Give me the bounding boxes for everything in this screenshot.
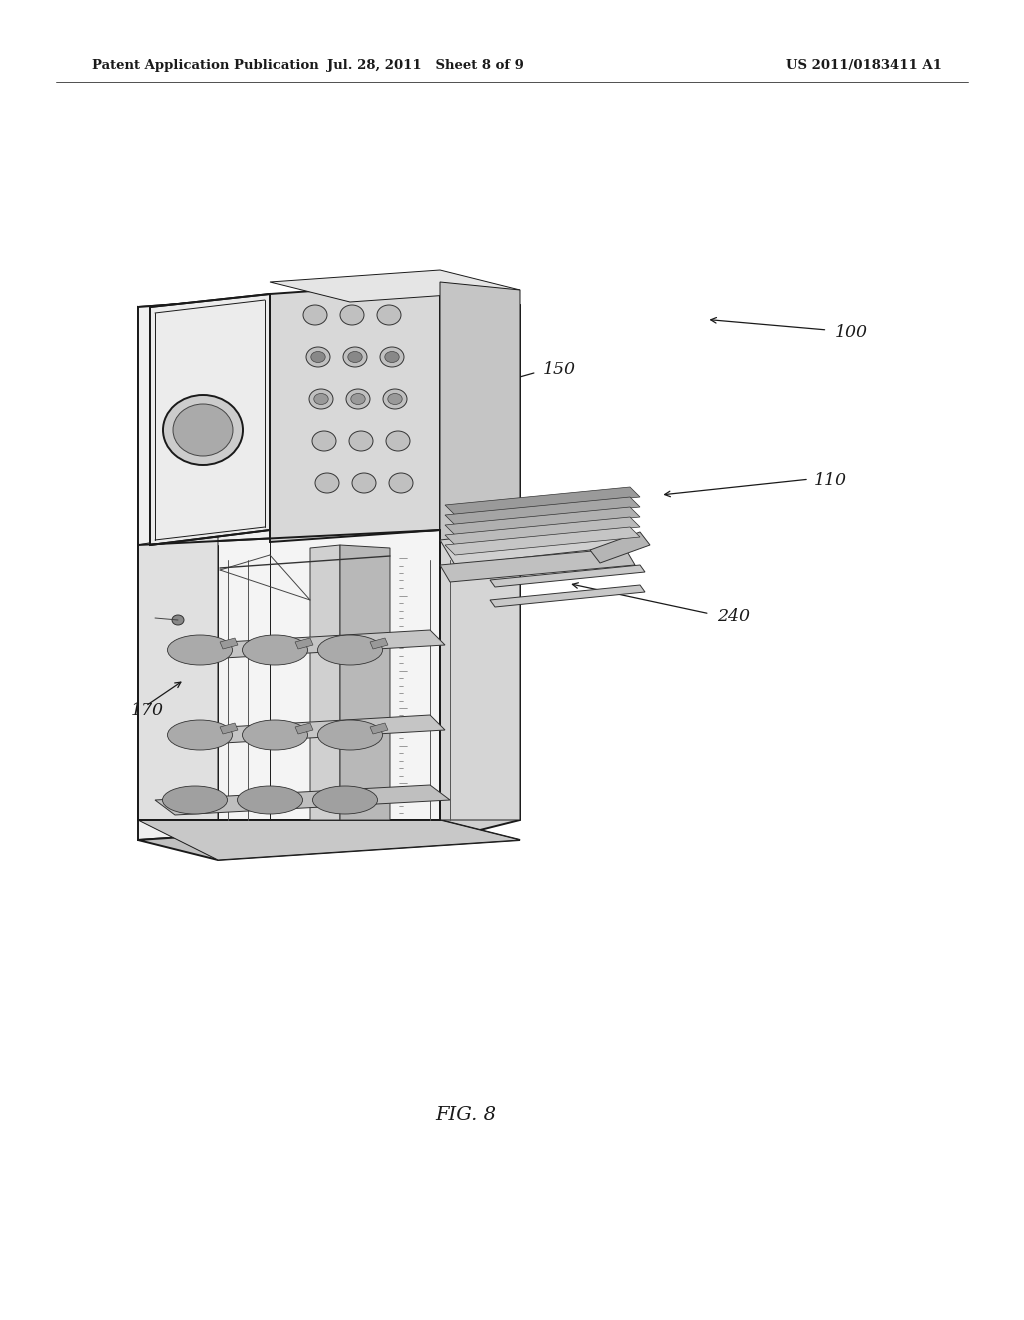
Polygon shape: [295, 638, 313, 649]
Ellipse shape: [312, 785, 378, 814]
Ellipse shape: [383, 389, 407, 409]
Ellipse shape: [317, 635, 383, 665]
Polygon shape: [138, 531, 440, 820]
Polygon shape: [445, 517, 640, 545]
Ellipse shape: [168, 719, 232, 750]
Ellipse shape: [343, 347, 367, 367]
Ellipse shape: [243, 635, 307, 665]
Polygon shape: [370, 723, 388, 734]
Ellipse shape: [313, 393, 329, 404]
Polygon shape: [340, 545, 390, 820]
Text: 240: 240: [717, 609, 750, 624]
Ellipse shape: [243, 719, 307, 750]
Text: US 2011/0183411 A1: US 2011/0183411 A1: [786, 59, 942, 73]
Text: 170: 170: [131, 702, 164, 718]
Ellipse shape: [388, 393, 402, 404]
Polygon shape: [138, 285, 520, 327]
Ellipse shape: [346, 389, 370, 409]
Text: 100: 100: [835, 325, 867, 341]
Ellipse shape: [163, 395, 243, 465]
Polygon shape: [490, 565, 645, 587]
Polygon shape: [138, 820, 520, 861]
Polygon shape: [440, 285, 520, 840]
Polygon shape: [440, 548, 635, 582]
Ellipse shape: [312, 432, 336, 451]
Ellipse shape: [340, 305, 364, 325]
Polygon shape: [155, 785, 450, 814]
Ellipse shape: [315, 473, 339, 492]
Ellipse shape: [163, 785, 227, 814]
Text: 110: 110: [814, 473, 847, 488]
Polygon shape: [175, 630, 445, 660]
Polygon shape: [270, 282, 440, 543]
Polygon shape: [445, 527, 640, 554]
Ellipse shape: [303, 305, 327, 325]
Ellipse shape: [380, 347, 404, 367]
Polygon shape: [590, 532, 650, 564]
Ellipse shape: [168, 635, 232, 665]
Polygon shape: [150, 294, 270, 545]
Polygon shape: [220, 638, 238, 649]
Polygon shape: [445, 507, 640, 535]
Text: Patent Application Publication: Patent Application Publication: [92, 59, 318, 73]
Polygon shape: [445, 487, 640, 515]
Ellipse shape: [348, 351, 362, 363]
Polygon shape: [440, 282, 520, 543]
Polygon shape: [295, 723, 313, 734]
Text: Jul. 28, 2011   Sheet 8 of 9: Jul. 28, 2011 Sheet 8 of 9: [327, 59, 523, 73]
Ellipse shape: [349, 432, 373, 451]
Ellipse shape: [385, 351, 399, 363]
Text: 150: 150: [543, 362, 575, 378]
Ellipse shape: [311, 351, 326, 363]
Ellipse shape: [173, 404, 233, 455]
Ellipse shape: [238, 785, 302, 814]
Polygon shape: [150, 294, 270, 545]
Ellipse shape: [389, 473, 413, 492]
Ellipse shape: [386, 432, 410, 451]
Ellipse shape: [172, 615, 184, 624]
Ellipse shape: [352, 473, 376, 492]
Polygon shape: [138, 820, 520, 861]
Ellipse shape: [377, 305, 401, 325]
Polygon shape: [138, 285, 440, 840]
Ellipse shape: [351, 393, 366, 404]
Ellipse shape: [306, 347, 330, 367]
Polygon shape: [138, 531, 218, 820]
Polygon shape: [310, 545, 340, 820]
Polygon shape: [440, 520, 635, 565]
Polygon shape: [370, 638, 388, 649]
Polygon shape: [220, 723, 238, 734]
Polygon shape: [440, 531, 520, 820]
Polygon shape: [270, 271, 520, 302]
Ellipse shape: [317, 719, 383, 750]
Polygon shape: [175, 715, 445, 744]
Polygon shape: [490, 585, 645, 607]
Text: FIG. 8: FIG. 8: [435, 1106, 497, 1125]
Polygon shape: [138, 308, 218, 840]
Ellipse shape: [309, 389, 333, 409]
Polygon shape: [445, 498, 640, 525]
